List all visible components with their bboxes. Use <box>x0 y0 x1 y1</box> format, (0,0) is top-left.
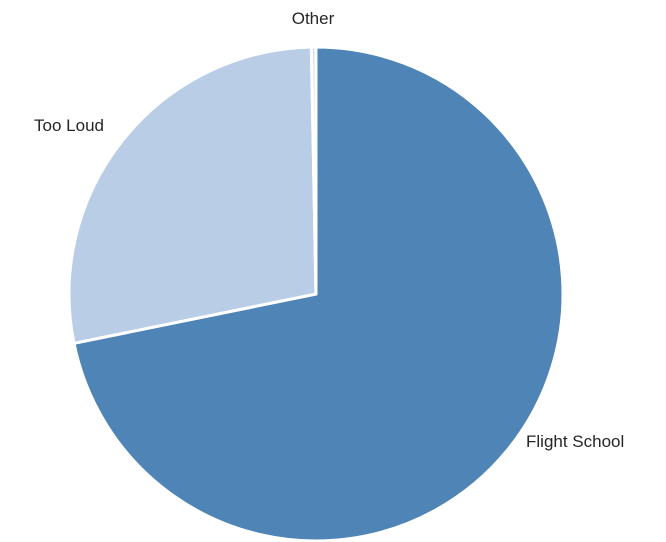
pie-slice-flight-school <box>72 45 565 542</box>
slice-label-other: Other <box>292 9 335 28</box>
pie-slice-too-loud <box>67 45 318 345</box>
labels-group: Flight School Too Loud Other <box>34 9 624 451</box>
slice-label-too-loud: Too Loud <box>34 116 104 135</box>
slices-group <box>67 45 565 542</box>
pie-slice-other <box>309 45 318 296</box>
slice-label-flight-school: Flight School <box>526 432 624 451</box>
